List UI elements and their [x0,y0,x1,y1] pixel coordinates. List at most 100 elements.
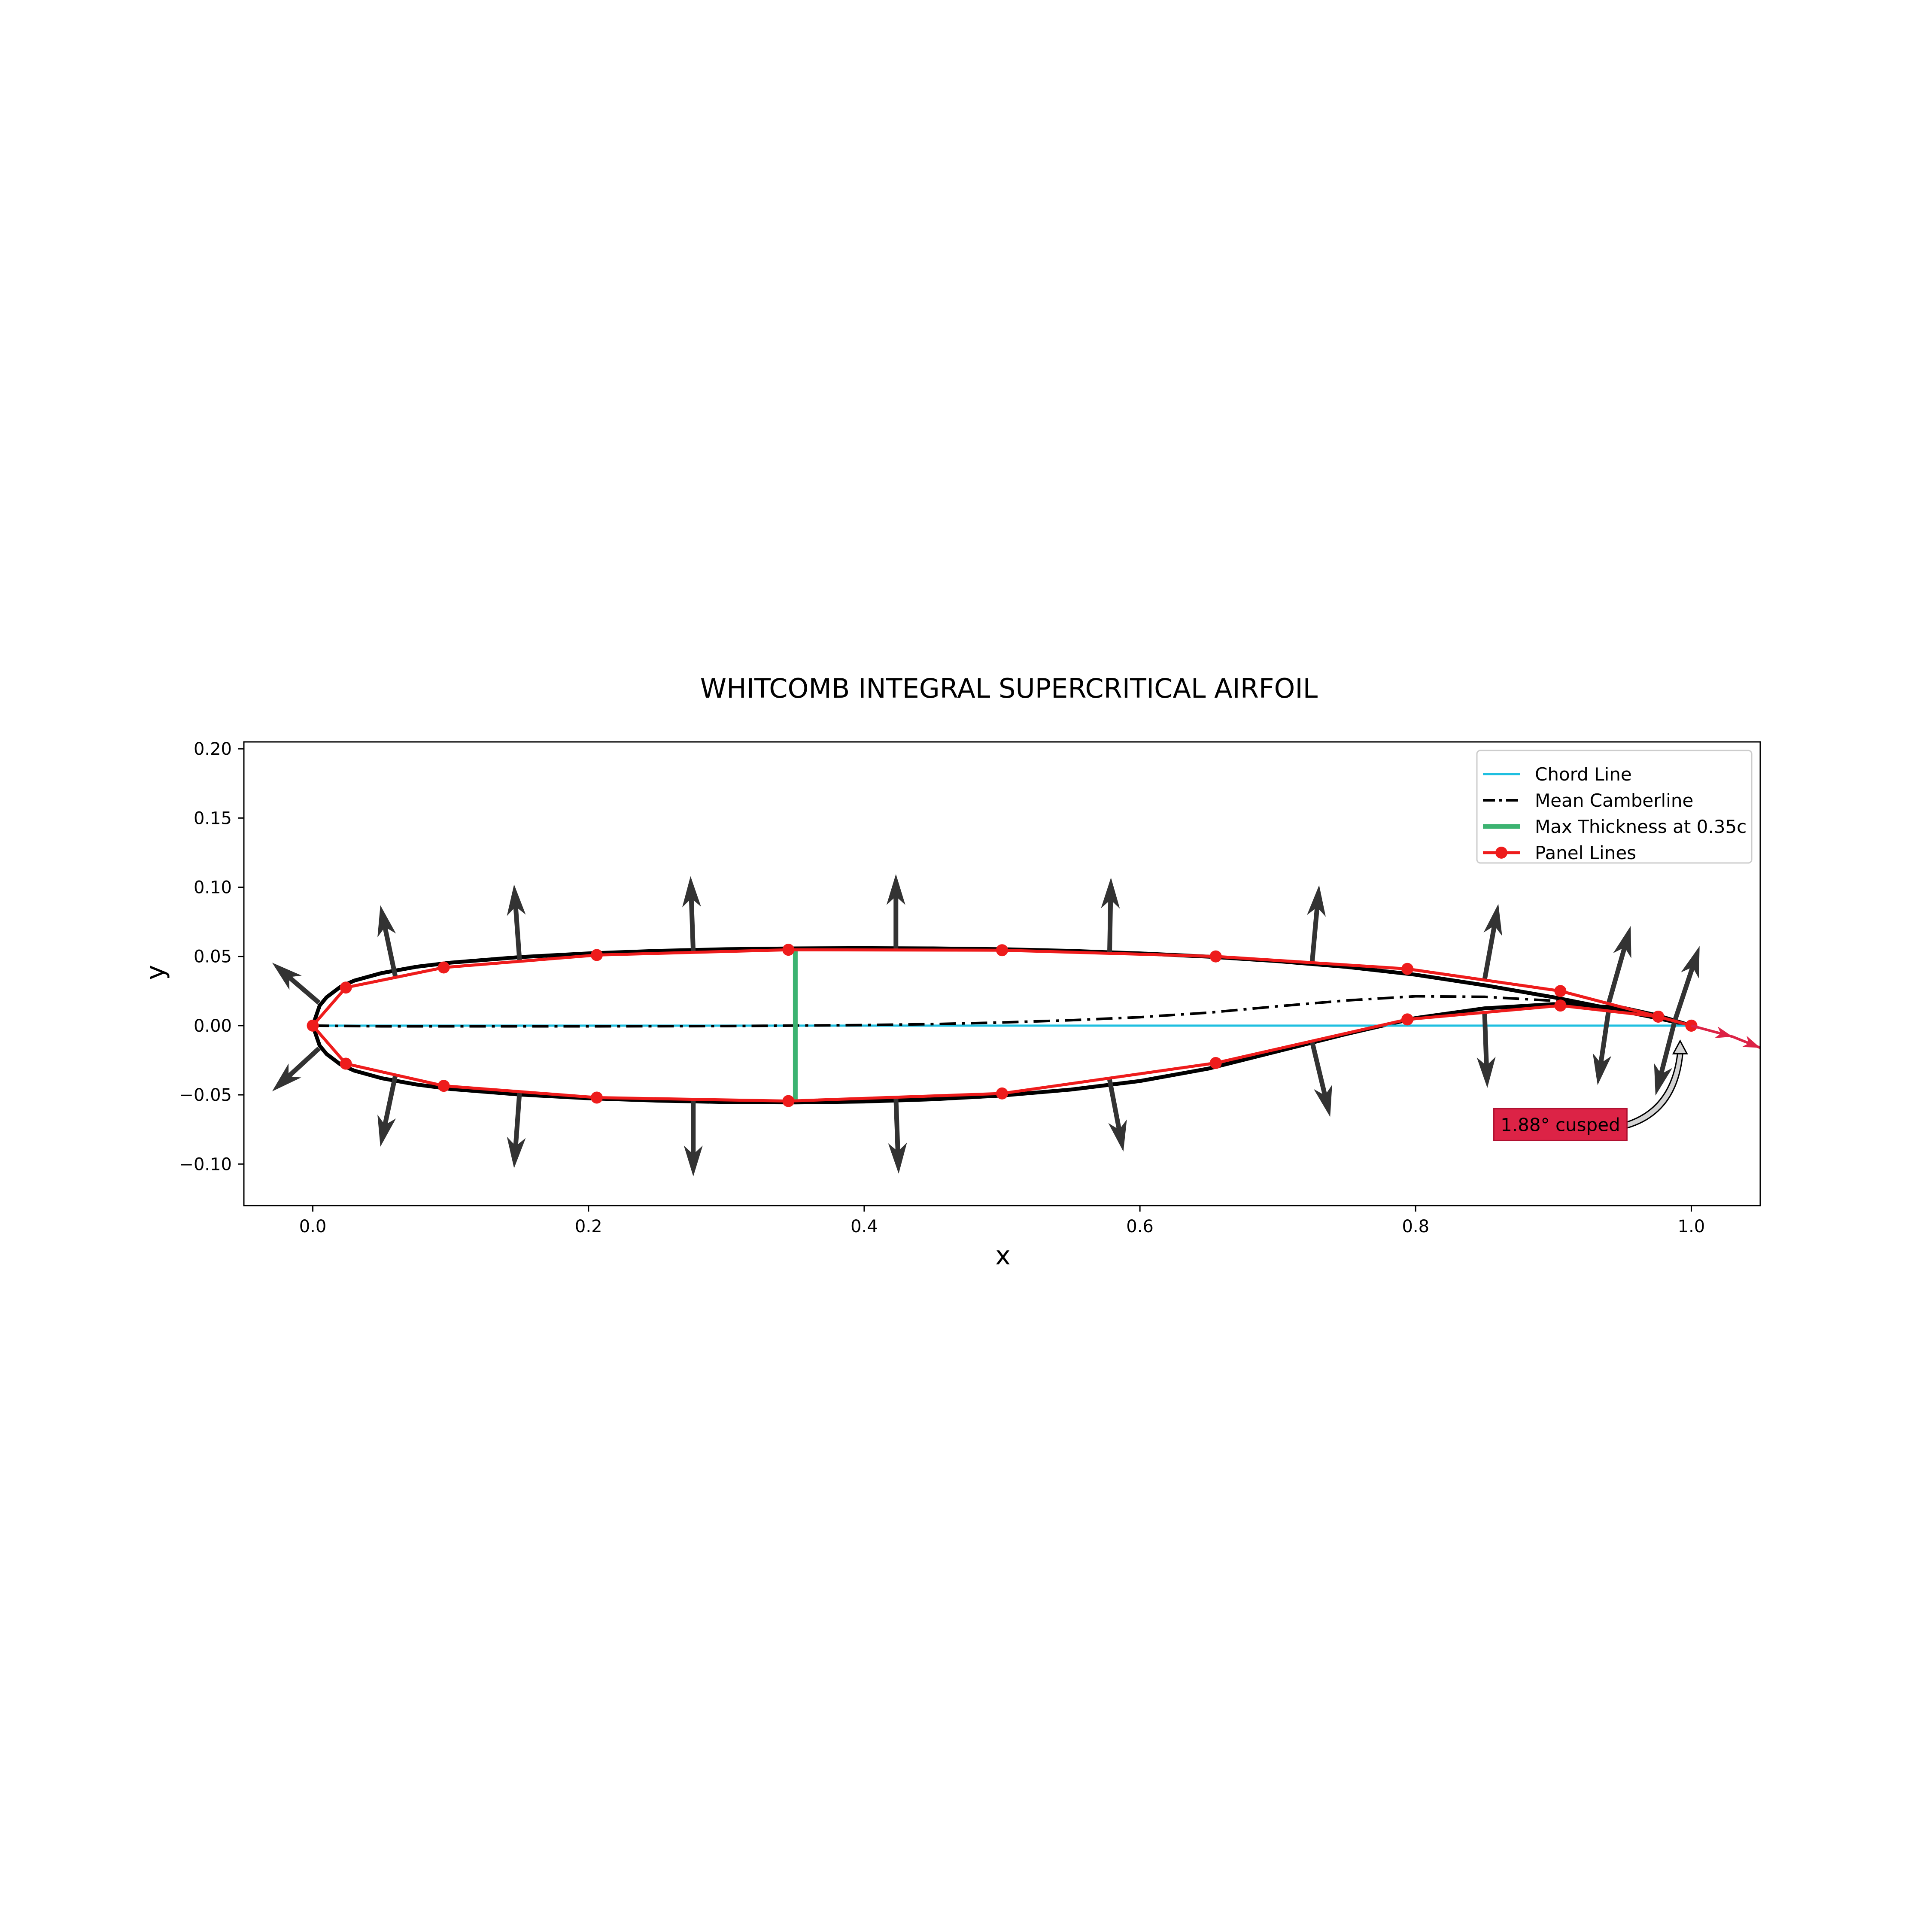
normal-vector-shaft [1598,1010,1611,1069]
normal-vector-16 [1107,1079,1127,1152]
normal-vector-2 [377,905,398,978]
panel-node [590,1091,603,1104]
normal-vector-11 [272,1047,321,1092]
normal-vector-10 [1672,946,1700,1022]
legend-label: Chord Line [1535,764,1632,785]
y-tick-label: −0.05 [179,1085,232,1105]
x-axis-label: x [995,1241,1011,1271]
lower-surface-line [311,1002,1692,1105]
normal-vector-head [377,905,396,938]
x-tick-label: 1.0 [1678,1217,1705,1236]
normal-vector-head [682,876,701,908]
panel-node [340,981,352,994]
panel-node [1401,1013,1414,1026]
legend-label: Panel Lines [1535,842,1636,863]
legend-entry: Max Thickness at 0.35c [1483,816,1747,837]
normal-vector-shaft [1606,942,1628,1004]
legend: Chord Line Mean Camberline Max Thickness a… [1476,750,1753,864]
panel-node [996,944,1008,957]
normal-vector-shaft [1657,1020,1677,1080]
annotation-arrow-head [1672,1039,1688,1054]
normal-vector-7 [1307,885,1326,962]
normal-vector-shaft [1482,1012,1489,1071]
annotation-label: 1.88° cusped [1501,1114,1620,1135]
normal-vector-shaft [283,1047,321,1082]
normal-vector-head [1613,926,1631,959]
normal-vector-3 [507,884,526,961]
normal-vector-20 [1654,1020,1677,1096]
axes-frame [243,741,1761,1206]
normal-vector-1 [272,963,321,1005]
plot-area [272,874,1760,1177]
panel-node [1685,1019,1698,1032]
normal-vector-shaft [1482,920,1498,981]
y-tick-label: 0.05 [194,947,232,967]
normal-vector-9 [1606,926,1631,1004]
normal-vector-6 [1101,877,1120,954]
normal-vector-head [1101,877,1120,909]
panel-node [437,1080,450,1092]
chart-title: WHITCOMB INTEGRAL SUPERCRITICAL AIRFOIL [700,673,1318,704]
legend-entry: Mean Camberline [1483,790,1693,811]
normal-vector-shaft [513,1092,522,1151]
panel-node [340,1057,352,1070]
x-tick-label: 0.2 [575,1217,602,1236]
normal-vector-head [886,874,905,905]
normal-vector-shaft [1309,902,1320,962]
legend-entry: Chord Line [1483,764,1632,785]
normal-vector-shaft [513,901,522,961]
annotation-box [1493,1108,1628,1141]
normal-vector-8 [1482,904,1502,981]
panel-node [590,949,603,961]
legend-marker [1495,847,1507,859]
x-tick-label: 0.4 [851,1217,878,1236]
legend-label: Mean Camberline [1535,790,1693,811]
y-tick-label: 0.10 [194,878,232,898]
legend-entry: Panel Lines [1483,842,1636,863]
legend-box [1476,750,1753,864]
trailing-edge-arrow-head-2 [1742,1036,1760,1048]
trailing-edge-arrow [1691,1024,1760,1049]
y-tick-label: 0.15 [194,808,232,828]
normal-vector-head [888,1142,907,1174]
panel-node [1401,963,1414,975]
panel-node [1209,950,1222,963]
normal-vector-shaft [1672,961,1697,1022]
normal-vector-shaft [689,893,696,953]
y-axis-label: y [140,965,170,980]
normal-vector-head [1476,1057,1496,1088]
panel-node [307,1019,319,1032]
normal-vector-12 [377,1074,398,1147]
normal-vector-19 [1592,1010,1612,1085]
panel-node [1209,1057,1222,1069]
normal-vector-head [377,1114,396,1147]
normal-vector-head [1314,1084,1332,1117]
normal-vector-17 [1310,1042,1332,1117]
normal-vector-head [507,884,526,916]
normal-vector-13 [507,1092,526,1168]
normal-vector-shaft [1107,894,1113,954]
x-tick-label: 0.0 [299,1217,327,1236]
normal-vector-5 [886,874,905,951]
normal-vector-14 [683,1100,703,1177]
normal-vector-shaft [893,1097,901,1157]
x-tick-label: 0.6 [1126,1217,1154,1236]
y-tick-label: 0.20 [194,739,232,759]
legend-label: Max Thickness at 0.35c [1535,816,1747,837]
normal-vector-shaft [381,921,398,978]
normal-vector-head [683,1145,703,1177]
normal-vector-shaft [283,972,321,1005]
axes: 0.0 0.2 0.4 0.6 0.8 1.0 −0.10 −0.05 0.00 0.05 0.10… [179,739,1761,1236]
normal-vector-shaft [1107,1079,1123,1136]
normal-vector-18 [1476,1012,1496,1088]
panel-node [437,961,450,974]
normal-vector-15 [888,1097,907,1174]
panel-node [1554,999,1567,1012]
normal-vector-head [1108,1119,1127,1152]
panel-node [1652,1010,1665,1023]
normal-vector-head [1681,946,1700,978]
normal-vector-head [1307,885,1326,917]
normal-vector-head [272,963,302,990]
